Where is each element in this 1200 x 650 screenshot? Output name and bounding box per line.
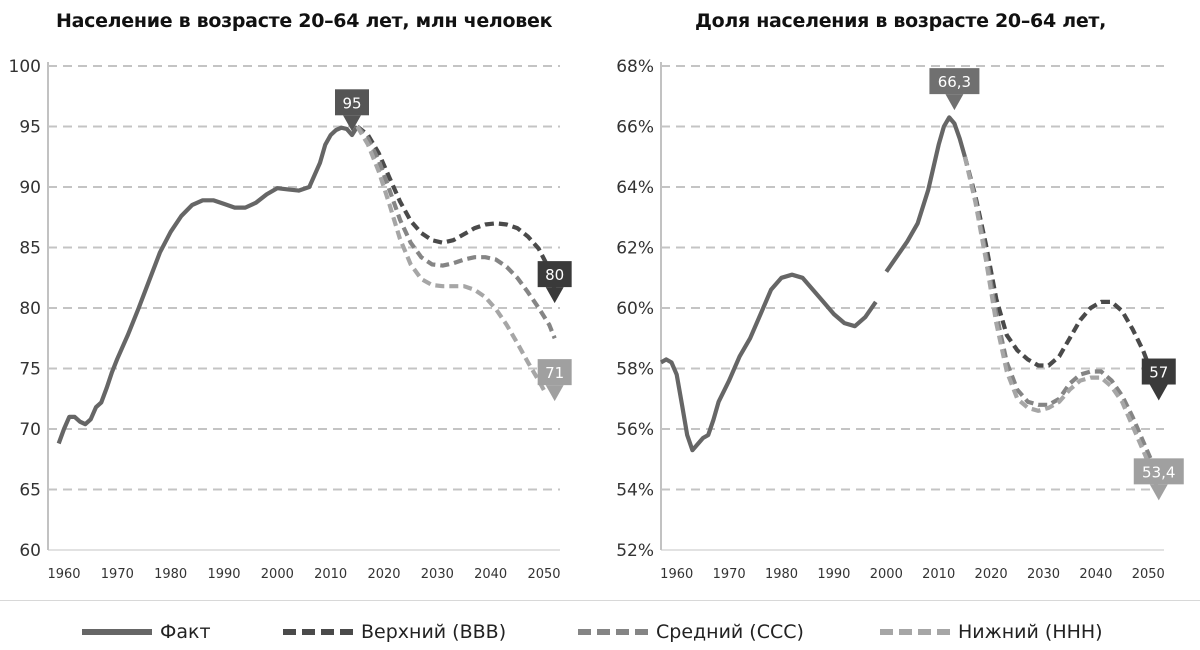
y-tick-label: 70 — [19, 420, 41, 440]
callout-pointer — [343, 115, 361, 132]
legend-label: Нижний (ННН) — [958, 621, 1103, 643]
callout-box — [335, 89, 369, 116]
value-callout: 80 — [537, 261, 572, 304]
y-tick-label: 66% — [616, 118, 654, 138]
chart-panel-share: 52% 54% 56% 58% 60% 62% 64% 66% 68% 1960 1970 1980 1… — [600, 0, 1200, 600]
callout-box — [1141, 358, 1176, 385]
x-tick-label: 2030 — [1027, 567, 1060, 582]
y-tick-label: 90 — [19, 178, 41, 198]
series-line-high — [962, 156, 1161, 397]
x-tick-label: 1970 — [101, 567, 134, 582]
x-tick-label: 2010 — [314, 567, 347, 582]
callout-label: 71 — [545, 364, 564, 382]
value-callout: 95 — [335, 89, 369, 132]
legend-swatch-low — [880, 629, 950, 635]
legend-item-fact: Факт — [82, 621, 211, 643]
x-tick-label: 2020 — [367, 567, 400, 582]
x-tick-label: 1980 — [154, 567, 187, 582]
x-tick-label: 2000 — [870, 567, 903, 582]
y-tick-label: 85 — [19, 239, 41, 259]
series-line-mid — [355, 125, 557, 340]
y-tick-label: 80 — [19, 299, 41, 319]
y-tick-label: 100 — [9, 57, 41, 77]
callout-pointer — [545, 385, 564, 402]
x-tick-label: 2010 — [922, 567, 955, 582]
y-tick-label: 62% — [616, 239, 654, 259]
legend-item-mid: Средний (ССС) — [578, 621, 804, 643]
callout-label: 95 — [342, 94, 361, 112]
callout-pointer — [945, 94, 964, 111]
series-line-fact2 — [884, 115, 967, 273]
series-line-fact — [56, 125, 360, 445]
callout-label: 66,3 — [938, 73, 971, 91]
callout-box — [929, 68, 980, 95]
y-tick-label: 60% — [616, 299, 654, 319]
callout-pointer — [1149, 484, 1168, 501]
callout-box — [537, 359, 572, 386]
y-tick-label: 68% — [616, 57, 654, 77]
chart-panel-population: 60 65 70 75 80 85 90 95 100 1960 1970 1980 1990 2000 2… — [0, 0, 600, 600]
callout-pointer — [1149, 384, 1168, 401]
x-tick-label: 2000 — [261, 567, 294, 582]
legend-swatch-high — [283, 629, 353, 635]
x-tick-label: 2050 — [527, 567, 560, 582]
x-tick-label: 1970 — [713, 567, 746, 582]
x-tick-label: 2030 — [421, 567, 454, 582]
x-tick-label: 1960 — [660, 567, 693, 582]
x-tick-label: 2040 — [1079, 567, 1112, 582]
x-tick-label: 2020 — [975, 567, 1008, 582]
y-tick-label: 60 — [19, 541, 41, 561]
callout-label: 53,4 — [1142, 463, 1175, 481]
series-line-high — [355, 124, 557, 291]
y-tick-label: 58% — [616, 360, 654, 380]
callout-pointer — [545, 287, 564, 304]
callout-box — [1133, 458, 1184, 485]
legend-label: Факт — [160, 621, 211, 643]
value-callout: 57 — [1141, 358, 1176, 401]
series-line-fact — [659, 272, 878, 453]
legend-swatch-fact — [82, 629, 152, 635]
legend-swatch-mid — [578, 629, 648, 635]
x-tick-label: 1990 — [207, 567, 240, 582]
y-tick-label: 95 — [19, 118, 41, 138]
chart-title: Доля населения в возрасте 20–64 лет, — [695, 10, 1107, 32]
value-callout: 71 — [537, 359, 572, 402]
y-tick-label: 54% — [616, 481, 654, 501]
callout-label: 57 — [1149, 364, 1168, 382]
series-line-low — [962, 156, 1161, 497]
legend: Факт Верхний (ВВВ) Средний (ССС) Нижний … — [0, 600, 1200, 650]
legend-label: Средний (ССС) — [656, 621, 804, 643]
callout-box — [537, 261, 572, 288]
y-tick-label: 56% — [616, 420, 654, 440]
population-chart: 60 65 70 75 80 85 90 95 100 1960 1970 1980 1990 2000 2… — [9, 57, 572, 582]
x-tick-label: 1960 — [47, 567, 80, 582]
value-callout: 66,3 — [929, 68, 980, 111]
share-chart: 52% 54% 56% 58% 60% 62% 64% 66% 68% 1960 1970 1980 1… — [616, 57, 1184, 582]
legend-item-high: Верхний (ВВВ) — [283, 621, 506, 643]
y-tick-label: 64% — [616, 178, 654, 198]
value-callout: 53,4 — [1133, 458, 1184, 501]
x-tick-label: 1990 — [817, 567, 850, 582]
x-tick-label: 2050 — [1132, 567, 1165, 582]
x-tick-label: 2040 — [474, 567, 507, 582]
y-tick-label: 65 — [19, 481, 41, 501]
y-tick-label: 52% — [616, 541, 654, 561]
callout-label: 80 — [545, 266, 564, 284]
legend-label: Верхний (ВВВ) — [361, 621, 507, 643]
legend-item-low: Нижний (ННН) — [880, 621, 1103, 643]
chart-title: Население в возрасте 20–64 лет, млн чело… — [56, 10, 553, 32]
y-tick-label: 75 — [19, 360, 41, 380]
series-line-low — [355, 125, 546, 392]
x-tick-label: 1980 — [765, 567, 798, 582]
